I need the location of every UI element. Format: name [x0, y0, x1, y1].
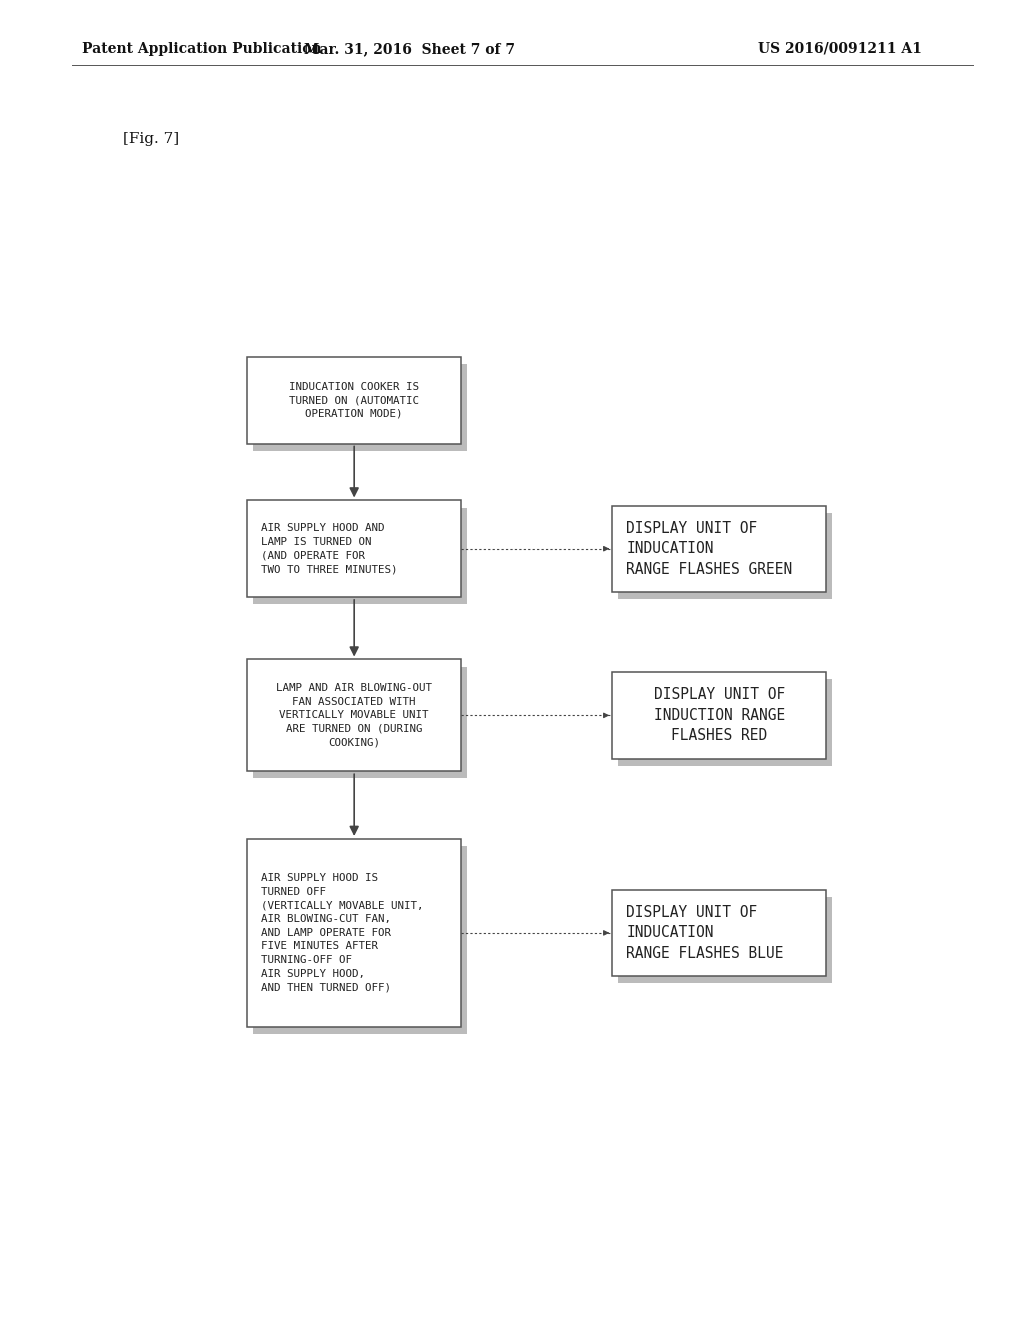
Text: AIR SUPPLY HOOD IS
TURNED OFF
(VERTICALLY MOVABLE UNIT,
AIR BLOWING-CUT FAN,
AND: AIR SUPPLY HOOD IS TURNED OFF (VERTICALL… [261, 874, 424, 993]
Bar [612, 672, 826, 759]
Text: US 2016/0091211 A1: US 2016/0091211 A1 [758, 42, 922, 55]
Text: Mar. 31, 2016  Sheet 7 of 7: Mar. 31, 2016 Sheet 7 of 7 [304, 42, 515, 55]
Bar [247, 660, 461, 771]
Text: DISPLAY UNIT OF
INDUCTION RANGE
FLASHES RED: DISPLAY UNIT OF INDUCTION RANGE FLASHES … [653, 688, 784, 743]
Text: DISPLAY UNIT OF
INDUCATION
RANGE FLASHES BLUE: DISPLAY UNIT OF INDUCATION RANGE FLASHES… [627, 906, 784, 961]
Bar [617, 512, 831, 599]
Text: AIR SUPPLY HOOD AND
LAMP IS TURNED ON
(AND OPERATE FOR
TWO TO THREE MINUTES): AIR SUPPLY HOOD AND LAMP IS TURNED ON (A… [261, 523, 398, 574]
Bar [617, 680, 831, 766]
Bar [247, 500, 461, 597]
Text: DISPLAY UNIT OF
INDUCATION
RANGE FLASHES GREEN: DISPLAY UNIT OF INDUCATION RANGE FLASHES… [627, 521, 793, 577]
Text: [Fig. 7]: [Fig. 7] [123, 132, 179, 145]
Bar [617, 896, 831, 983]
Text: INDUCATION COOKER IS
TURNED ON (AUTOMATIC
OPERATION MODE): INDUCATION COOKER IS TURNED ON (AUTOMATI… [289, 381, 419, 418]
Text: Patent Application Publication: Patent Application Publication [82, 42, 322, 55]
Bar [612, 890, 826, 975]
Bar [253, 667, 467, 779]
Bar [253, 507, 467, 605]
Bar [612, 506, 826, 591]
Text: LAMP AND AIR BLOWING-OUT
FAN ASSOCIATED WITH
VERTICALLY MOVABLE UNIT
ARE TURNED : LAMP AND AIR BLOWING-OUT FAN ASSOCIATED … [276, 684, 432, 747]
Bar [253, 846, 467, 1034]
Bar [247, 840, 461, 1027]
Bar [247, 358, 461, 444]
Bar [253, 364, 467, 450]
